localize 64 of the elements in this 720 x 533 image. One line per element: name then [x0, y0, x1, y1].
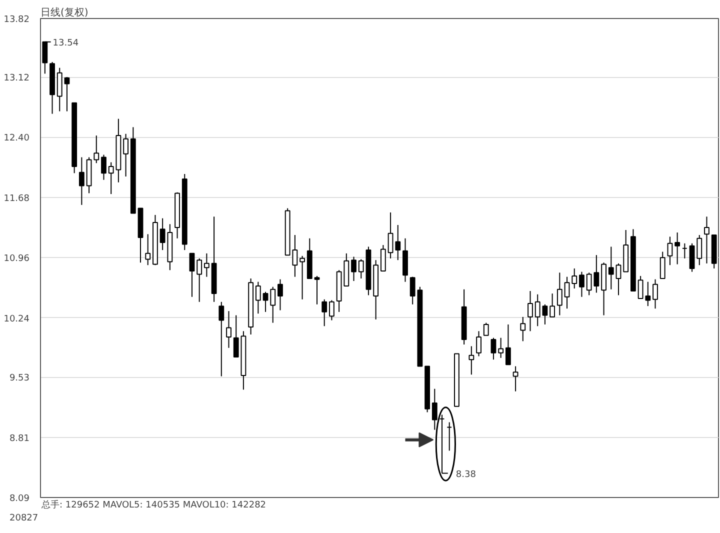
candlestick — [78, 156, 84, 206]
candlestick — [255, 281, 261, 314]
annotation: 13.54 — [52, 38, 79, 48]
candlestick — [314, 275, 320, 305]
candlestick — [498, 337, 504, 358]
candlestick — [56, 67, 62, 112]
candlestick — [572, 268, 578, 290]
chart-title: 日线(复权) — [40, 6, 88, 18]
candlestick — [528, 290, 533, 332]
y-tick-label: 11.68 — [4, 194, 30, 204]
annotation: 8.38 — [456, 470, 476, 480]
candlestick — [351, 256, 356, 282]
candlestick — [94, 135, 100, 164]
candlestick — [328, 300, 334, 321]
y-tick-label: 13.82 — [4, 15, 30, 25]
candlestick — [270, 286, 276, 324]
candlestick — [300, 255, 305, 300]
y-tick-label: 13.12 — [4, 74, 30, 84]
candlestick — [483, 322, 489, 336]
candlestick — [226, 310, 232, 348]
y-tick-label: 8.09 — [9, 494, 30, 504]
candlestick — [550, 293, 556, 318]
candlestick — [476, 330, 482, 357]
candlestick — [689, 242, 695, 272]
candlestick — [388, 212, 394, 259]
candlestick — [564, 276, 570, 310]
candlestick — [189, 252, 195, 298]
candlestick — [505, 324, 511, 366]
candlestick — [696, 234, 702, 266]
candlestick — [123, 133, 129, 177]
candlestick — [616, 262, 622, 296]
text: 20827 — [10, 514, 38, 524]
candlestick — [468, 346, 474, 376]
candlestick — [358, 258, 364, 279]
candlestick — [233, 314, 239, 358]
candlestick — [674, 232, 680, 265]
candlestick — [490, 337, 496, 360]
y-tick-label: 10.24 — [4, 314, 30, 324]
candlestick — [262, 291, 268, 312]
candlestick — [704, 216, 710, 264]
candlestick — [204, 252, 210, 278]
text: 总手: 129652 MAVOL5: 140535 MAVOL10: 142282 — [40, 500, 266, 510]
candlestick — [380, 244, 386, 272]
candlestick — [608, 246, 614, 290]
candlestick — [667, 236, 673, 266]
candlestick — [145, 234, 151, 266]
candlestick — [520, 316, 526, 342]
candlestick — [42, 41, 48, 74]
y-tick-label: 10.96 — [4, 254, 30, 264]
candlestick — [64, 76, 70, 112]
candlestick — [278, 278, 283, 311]
candlestick — [512, 366, 518, 392]
candlestick — [660, 251, 666, 279]
candlestick — [322, 298, 328, 327]
candlestick — [652, 278, 658, 310]
candlestick — [556, 272, 562, 316]
y-tick-label: 9.53 — [9, 374, 30, 384]
candlestick — [579, 271, 584, 298]
y-tick-label: 12.40 — [4, 134, 30, 144]
y-tick-label: 8.81 — [9, 434, 30, 444]
candlestick — [218, 301, 224, 377]
candlestick — [196, 258, 202, 302]
candlestick — [395, 224, 401, 261]
candlestick — [101, 154, 106, 180]
